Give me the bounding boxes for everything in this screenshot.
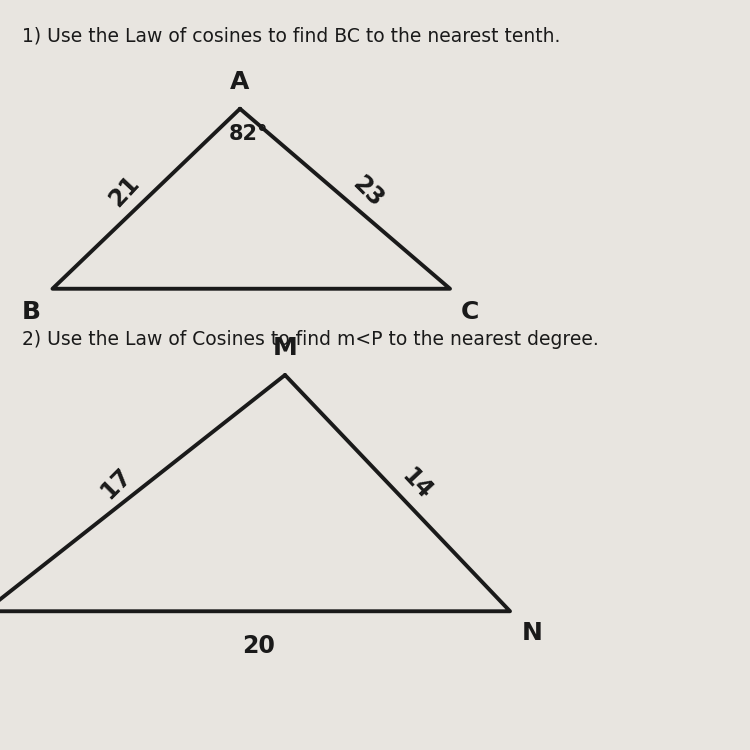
Text: B: B — [22, 300, 41, 324]
Text: 17: 17 — [96, 464, 136, 504]
Text: 20: 20 — [242, 634, 275, 658]
Text: N: N — [521, 621, 542, 645]
Text: C: C — [461, 300, 480, 324]
Text: 82°: 82° — [229, 124, 268, 144]
Text: 21: 21 — [104, 171, 144, 211]
Text: 14: 14 — [396, 464, 436, 504]
Text: M: M — [273, 336, 297, 360]
Text: 1) Use the Law of cosines to find BC to the nearest tenth.: 1) Use the Law of cosines to find BC to … — [22, 26, 561, 45]
Text: 2) Use the Law of Cosines to find m<P to the nearest degree.: 2) Use the Law of Cosines to find m<P to… — [22, 330, 599, 349]
Text: 23: 23 — [347, 171, 388, 211]
Text: A: A — [230, 70, 250, 94]
